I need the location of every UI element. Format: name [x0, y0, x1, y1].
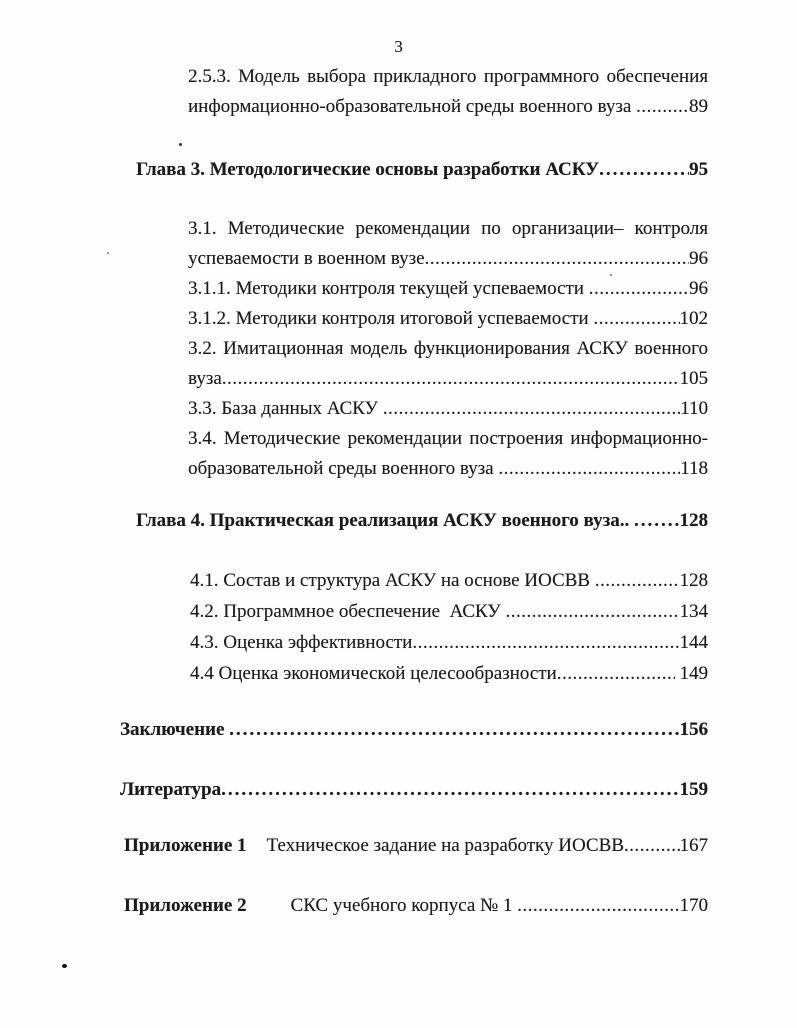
page-ref: 159: [679, 779, 709, 800]
scan-speck: [179, 143, 182, 146]
toc-entry: Глава 3. Методологические основы разрабо…: [136, 155, 708, 185]
toc-line: образовательной среды военного вуза ....…: [188, 454, 708, 484]
toc: 2.5.3. Модель выбора прикладного програм…: [0, 62, 797, 921]
leader-dots: ........................................…: [221, 779, 680, 800]
toc-entry: Заключение .............................…: [120, 715, 708, 745]
page-ref: 134: [679, 601, 709, 622]
page-number: 3: [394, 37, 403, 56]
toc-entry-text: успеваемости в военном вузе: [188, 248, 425, 269]
leader-dots: ........................................…: [588, 278, 689, 299]
toc-entry: 3.1. Методические рекомендации по органи…: [188, 214, 708, 484]
toc-entry-text: 3.3. База данных АСКУ: [188, 398, 383, 419]
toc-entry-text: информационно-образовательной среды воен…: [188, 96, 637, 117]
page-ref: 110: [680, 398, 708, 419]
toc-line: Глава 4. Практическая реализация АСКУ во…: [136, 506, 708, 536]
leader-dots: ........................................…: [556, 663, 675, 684]
page-ref: 105: [679, 368, 709, 389]
leader-dots: ........................................…: [505, 601, 679, 622]
toc-entry-text: Заключение: [120, 719, 230, 740]
toc-entry-text: Глава 3. Методологические основы разрабо…: [136, 159, 600, 180]
page-ref: 128: [679, 570, 709, 591]
scan-speck: [610, 274, 612, 276]
toc-line: вуза....................................…: [188, 364, 708, 394]
toc-line: 3.4. Методические рекомендации построени…: [188, 428, 708, 449]
toc-entry-text: 4.3. Оценка эффективности: [190, 632, 413, 653]
leader-dots: ........................................…: [594, 570, 680, 591]
page-ref: 149: [674, 663, 709, 684]
toc-line: 4.4 Оценка экономической целесообразност…: [190, 658, 708, 689]
toc-entry-text: 3.1.2. Методики контроля итоговой успева…: [188, 308, 594, 329]
toc-line: 3.3. База данных АСКУ ..................…: [188, 394, 708, 424]
appendix-label: Приложение 1: [124, 835, 247, 856]
toc-entry-text: вуза: [188, 368, 222, 389]
toc-entry: Приложение 1 Техническое задание на разра…: [124, 831, 708, 861]
page-ref: 144: [679, 632, 709, 653]
leader-dots: ........................................…: [229, 719, 680, 740]
toc-entry-text: образовательной среды военного вуза: [188, 458, 499, 479]
page-ref: 118: [680, 458, 708, 479]
toc-entry-text: СКС учебного корпуса № 1: [290, 895, 518, 916]
toc-entry: 4.1. Состав и структура АСКУ на основе И…: [190, 565, 708, 689]
toc-line: Приложение 1 Техническое задание на разра…: [124, 831, 708, 861]
toc-line: 3.1.2. Методики контроля итоговой успева…: [188, 304, 708, 334]
toc-line: успеваемости в военном вузе.............…: [188, 244, 708, 274]
toc-line: Литература..............................…: [120, 775, 708, 805]
toc-entry-text: Глава 4. Практическая реализация АСКУ во…: [136, 510, 634, 531]
leader-dots: ........................................…: [593, 308, 679, 329]
toc-entry-text: Техническое задание на разработку ИОСВВ: [266, 835, 624, 856]
toc-line: информационно-образовательной среды воен…: [188, 92, 708, 122]
toc-line: 4.3. Оценка эффективности...............…: [190, 627, 708, 658]
toc-entry: Литература..............................…: [120, 775, 708, 805]
toc-line: 4.1. Состав и структура АСКУ на основе И…: [190, 565, 708, 596]
toc-line: 4.2. Программное обеспечение АСКУ ......…: [190, 596, 708, 627]
toc-entry-text: 4.1. Состав и структура АСКУ на основе И…: [190, 570, 595, 591]
toc-entry-text: 3.1.1. Методики контроля текущей успевае…: [188, 278, 589, 299]
toc-line: Заключение .............................…: [120, 715, 708, 745]
page-ref: 102: [679, 308, 709, 329]
toc-line: 3.1. Методические рекомендации по органи…: [188, 218, 708, 239]
page-ref: 96: [689, 278, 708, 299]
page-ref: 128: [679, 510, 709, 531]
page-ref: 167: [679, 835, 709, 856]
scan-speck: [62, 964, 67, 968]
leader-dots: ........................................…: [424, 248, 689, 269]
toc-entry: 2.5.3. Модель выбора прикладного програм…: [188, 62, 708, 122]
toc-entry: Приложение 2 СКС учебного корпуса № 1 ...…: [124, 891, 708, 921]
appendix-label: Приложение 2: [124, 895, 247, 916]
leader-dots: ........................................…: [221, 368, 680, 389]
toc-entry: Глава 4. Практическая реализация АСКУ во…: [136, 506, 708, 536]
leader-dots: ........................................…: [623, 835, 680, 856]
page-ref: 96: [689, 248, 708, 269]
leader-dots: ........................................…: [517, 895, 680, 916]
page-ref: 170: [679, 895, 709, 916]
leader-dots: ........................................…: [636, 96, 689, 117]
page-ref: 95: [689, 159, 708, 180]
leader-dots: ........................................…: [633, 510, 680, 531]
toc-entry-text: 4.2. Программное обеспечение АСКУ: [190, 601, 506, 622]
page-ref: 156: [679, 719, 709, 740]
leader-dots: ........................................…: [412, 632, 680, 653]
toc-line: 3.2. Имитационная модель функционировани…: [188, 338, 708, 359]
toc-line: Приложение 2 СКС учебного корпуса № 1 ...…: [124, 891, 708, 921]
toc-line: 2.5.3. Модель выбора прикладного програм…: [188, 66, 708, 87]
leader-dots: ........................................…: [599, 159, 689, 180]
toc-entry-text: 4.4 Оценка экономической целесообразност…: [190, 663, 557, 684]
page-ref: 89: [689, 96, 708, 117]
leader-dots: ........................................…: [498, 458, 680, 479]
scan-speck: [107, 252, 109, 254]
toc-line: 3.1.1. Методики контроля текущей успевае…: [188, 274, 708, 304]
toc-line: Глава 3. Методологические основы разрабо…: [136, 155, 708, 185]
leader-dots: ........................................…: [382, 398, 681, 419]
toc-entry-text: Литература: [120, 779, 222, 800]
